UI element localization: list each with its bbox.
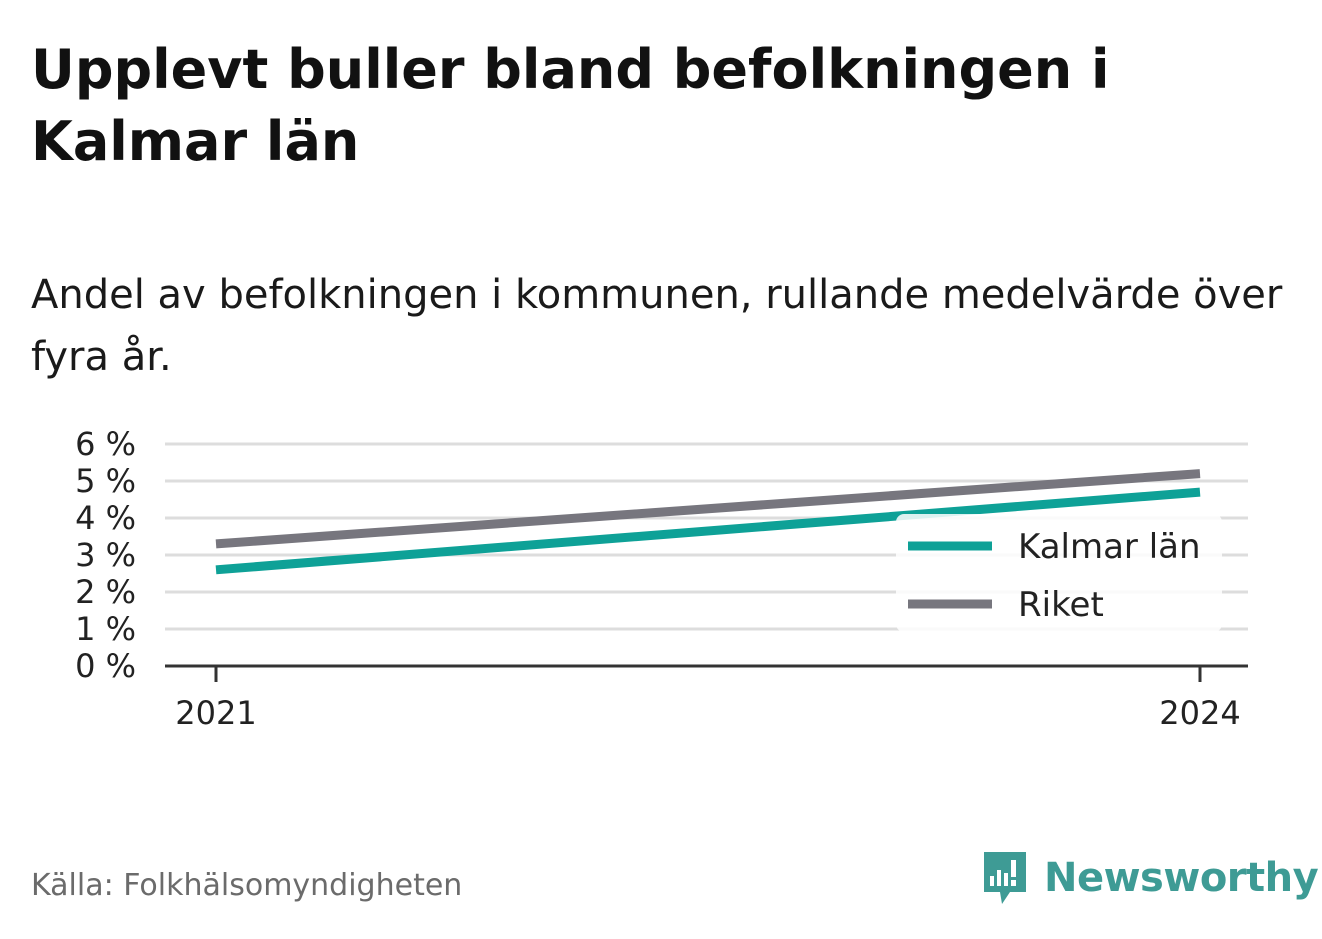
brand-logo: Newsworthy bbox=[980, 848, 1319, 908]
y-tick-label: 1 % bbox=[75, 610, 136, 648]
source-note: Källa: Folkhälsomyndigheten bbox=[31, 868, 463, 903]
y-tick-label: 0 % bbox=[75, 647, 136, 685]
brand-name: Newsworthy bbox=[1044, 855, 1319, 901]
x-tick-label: 2024 bbox=[1159, 694, 1240, 732]
legend-label: Kalmar län bbox=[1018, 527, 1201, 567]
x-axis-ticks: 2021 2024 bbox=[175, 666, 1241, 732]
series-line-1 bbox=[215, 469, 1201, 549]
legend-label: Riket bbox=[1018, 585, 1104, 625]
y-tick-label: 6 % bbox=[75, 425, 136, 463]
y-tick-label: 4 % bbox=[75, 499, 136, 537]
x-tick-label: 2021 bbox=[175, 694, 256, 732]
series-lines bbox=[215, 469, 1201, 575]
y-axis-ticks: 0 %1 %2 %3 %4 %5 %6 % bbox=[75, 425, 136, 685]
chart-subtitle: Andel av befolkningen i kommunen, rullan… bbox=[31, 272, 1283, 380]
legend: Kalmar län Riket bbox=[896, 514, 1222, 632]
chart-title: Upplevt buller bland befolkningen i Kalm… bbox=[31, 38, 1110, 173]
y-tick-label: 3 % bbox=[75, 536, 136, 574]
y-tick-label: 2 % bbox=[75, 573, 136, 611]
series-line-0 bbox=[215, 487, 1201, 575]
newsworthy-logo-icon bbox=[984, 852, 1026, 904]
y-tick-label: 5 % bbox=[75, 462, 136, 500]
